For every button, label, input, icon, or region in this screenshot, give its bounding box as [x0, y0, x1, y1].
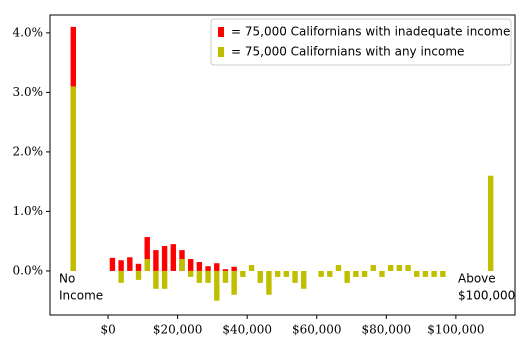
bar — [335, 265, 342, 271]
bar — [283, 270, 290, 277]
legend-swatch — [218, 27, 224, 37]
bar — [396, 265, 403, 271]
bar — [153, 270, 159, 289]
bar — [179, 259, 185, 271]
bar — [187, 270, 194, 277]
bar — [161, 270, 168, 289]
bar — [231, 270, 237, 295]
bar — [153, 250, 159, 271]
bar — [431, 270, 437, 277]
bar — [196, 270, 203, 283]
x-tick-label: $20,000 — [153, 323, 203, 337]
annotation: Income — [59, 289, 103, 303]
bar — [135, 263, 142, 271]
bar — [257, 270, 263, 283]
bar — [231, 266, 237, 271]
legend-label: = 75,000 Californians with any income — [231, 45, 464, 59]
legend-label: = 75,000 Californians with inadequate in… — [231, 25, 510, 39]
bar — [487, 175, 494, 271]
bar — [187, 259, 194, 271]
bar — [222, 269, 229, 271]
bar — [170, 244, 176, 271]
x-tick-label: $60,000 — [292, 323, 342, 337]
bar — [214, 270, 220, 301]
annotation: $100,000 — [458, 289, 515, 303]
bar — [127, 257, 133, 271]
bar — [414, 270, 420, 277]
bar — [196, 262, 203, 271]
bar — [144, 259, 150, 271]
bar — [379, 270, 385, 277]
bar — [353, 270, 359, 277]
y-tick-label: 0.0% — [13, 263, 44, 277]
bar — [405, 265, 411, 271]
bar — [301, 270, 307, 289]
y-tick-label: 2.0% — [13, 144, 44, 158]
bar — [361, 270, 368, 277]
y-tick-label: 1.0% — [13, 204, 44, 218]
bar — [318, 270, 324, 277]
x-tick-label: $80,000 — [362, 323, 412, 337]
bar — [109, 257, 116, 271]
bar — [370, 265, 376, 271]
bar — [118, 270, 124, 283]
bar — [327, 270, 333, 277]
plot-frame — [49, 14, 516, 316]
bar — [422, 270, 429, 277]
bar — [344, 270, 350, 283]
bar — [205, 266, 211, 271]
annotation: Above — [458, 272, 496, 286]
bar — [387, 265, 394, 271]
bar — [248, 265, 255, 271]
legend-box — [210, 18, 512, 66]
x-tick-label: $0 — [100, 323, 115, 337]
legend-swatch — [218, 47, 224, 57]
bar — [135, 270, 142, 280]
x-tick-label: $40,000 — [222, 323, 272, 337]
y-tick-label: 4.0% — [13, 25, 44, 39]
y-tick-label: 3.0% — [13, 85, 44, 99]
bar — [205, 270, 211, 283]
bar — [240, 270, 246, 277]
bar — [266, 270, 272, 295]
bar — [214, 263, 220, 271]
bar — [222, 270, 229, 283]
x-tick-label: $100,000 — [427, 323, 484, 337]
bar — [118, 260, 124, 271]
bar — [274, 270, 281, 277]
bar — [70, 86, 77, 271]
bar — [292, 270, 298, 283]
bar — [161, 245, 168, 271]
annotation: No — [59, 272, 75, 286]
bar — [440, 270, 446, 277]
bar — [144, 237, 150, 271]
